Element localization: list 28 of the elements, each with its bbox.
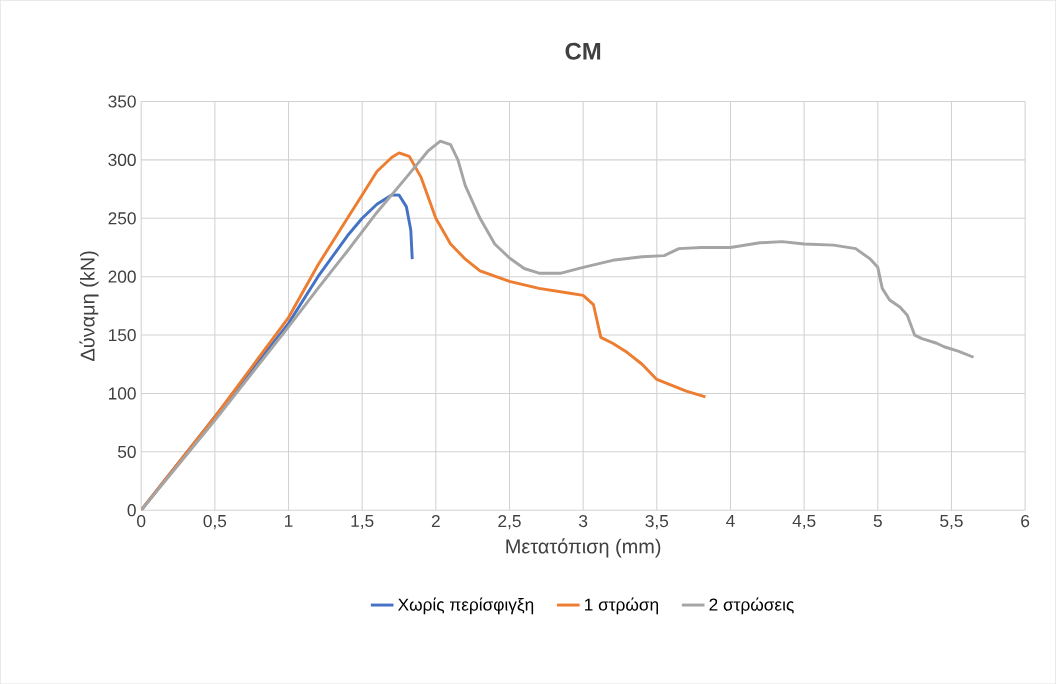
x-tick-label: 5,5 <box>940 514 963 529</box>
legend-label: 2 στρώσεις <box>709 597 794 615</box>
legend-label: Χωρίς περίσφιγξη <box>398 597 534 615</box>
y-tick-label: 50 <box>117 445 136 458</box>
x-tick-label: 4 <box>726 514 735 527</box>
y-axis-title: Δύναμη (kN) <box>79 251 99 361</box>
y-tick-label: 100 <box>109 387 136 400</box>
x-tick-label: 6 <box>1021 514 1030 528</box>
x-tick-label: 3 <box>579 514 588 528</box>
x-tick-label: 1,5 <box>351 514 374 529</box>
x-tick-label: 0,5 <box>203 514 227 530</box>
chart-title: CM <box>565 42 601 60</box>
y-tick-label: 200 <box>108 270 136 283</box>
x-tick-label: 2 <box>431 514 440 527</box>
y-tick-label: 0 <box>127 503 136 517</box>
line-series <box>141 139 976 511</box>
x-tick-label: 4,5 <box>792 514 816 529</box>
x-tick-label: 1 <box>285 514 293 527</box>
y-tick-label: 150 <box>109 328 136 342</box>
x-tick-label: 0 <box>137 514 146 528</box>
x-tick-label: 2,5 <box>498 514 521 530</box>
x-tick-label: 3,5 <box>645 514 669 530</box>
x-axis-title: Μετατόπιση (mm) <box>506 538 661 558</box>
y-tick-label: 350 <box>108 95 136 108</box>
y-tick-label: 300 <box>108 153 136 166</box>
y-tick-label: 250 <box>108 212 136 225</box>
x-tick-label: 5 <box>873 514 882 527</box>
legend-label: 1 στρώση <box>585 597 658 615</box>
